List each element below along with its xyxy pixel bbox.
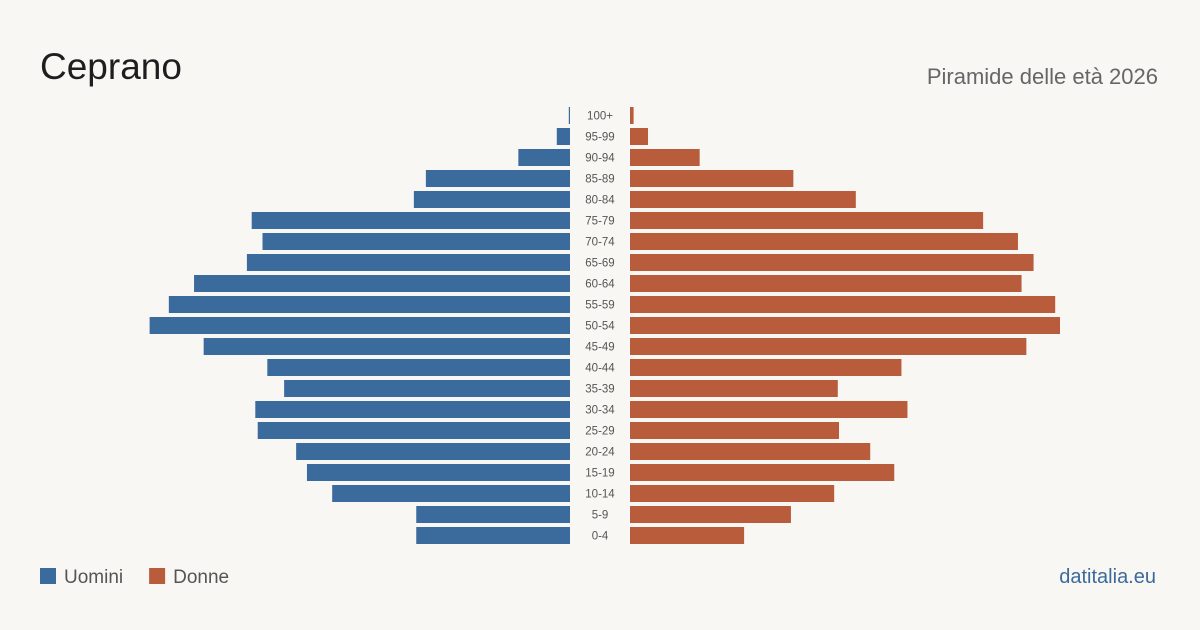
bar <box>251 212 570 229</box>
age-label: 40-44 <box>585 363 615 375</box>
bar <box>630 527 745 544</box>
bar <box>630 212 984 229</box>
legend-label: Donne <box>173 567 229 588</box>
bar <box>194 275 570 292</box>
bar <box>630 443 871 460</box>
bar <box>262 233 570 250</box>
legend-label: Uomini <box>64 567 123 588</box>
bar <box>296 443 570 460</box>
bar <box>630 464 895 481</box>
bar <box>518 149 570 166</box>
bar <box>630 128 649 145</box>
bar <box>630 191 856 208</box>
bar <box>630 107 634 124</box>
age-label: 100+ <box>587 111 613 123</box>
bar <box>630 359 902 376</box>
age-label: 15-19 <box>585 468 614 480</box>
bar <box>630 233 1018 250</box>
bar <box>416 527 570 544</box>
bar <box>267 359 570 376</box>
bar <box>630 422 839 439</box>
age-label: 5-9 <box>592 510 609 522</box>
bar <box>630 485 835 502</box>
bar <box>425 170 570 187</box>
bar <box>168 296 570 313</box>
bar <box>149 317 570 334</box>
age-label: 75-79 <box>585 216 614 228</box>
bar <box>413 191 570 208</box>
age-label: 65-69 <box>585 258 614 270</box>
age-label: 80-84 <box>585 195 615 207</box>
age-label: 60-64 <box>585 279 615 291</box>
age-label: 25-29 <box>585 426 614 438</box>
bar <box>556 128 570 145</box>
legend-swatch <box>149 568 166 584</box>
bar <box>332 485 570 502</box>
bar <box>203 338 570 355</box>
bar <box>630 296 1056 313</box>
bar <box>416 506 570 523</box>
bar <box>630 506 791 523</box>
bar <box>630 380 838 397</box>
bar <box>568 107 570 124</box>
bar <box>630 149 700 166</box>
bar <box>306 464 570 481</box>
age-label: 50-54 <box>585 321 615 333</box>
bar <box>630 170 794 187</box>
chart-title: Ceprano <box>40 46 182 87</box>
bar <box>630 338 1027 355</box>
bar <box>630 401 908 418</box>
bar <box>255 401 571 418</box>
bar <box>257 422 570 439</box>
age-label: 20-24 <box>585 447 615 459</box>
age-label: 95-99 <box>585 132 614 144</box>
age-label: 85-89 <box>585 174 614 186</box>
age-label: 90-94 <box>585 153 615 165</box>
bar <box>284 380 570 397</box>
age-label: 0-4 <box>592 531 609 543</box>
age-label: 30-34 <box>585 405 615 417</box>
chart-subtitle: Piramide delle età 2026 <box>927 64 1158 89</box>
age-label: 35-39 <box>585 384 614 396</box>
age-label: 10-14 <box>585 489 615 501</box>
legend-swatch <box>40 568 56 584</box>
bar <box>630 254 1034 271</box>
age-label: 55-59 <box>585 300 614 312</box>
source: datitalia.eu <box>1059 566 1156 588</box>
age-label: 70-74 <box>585 237 615 249</box>
bar <box>630 275 1022 292</box>
bar <box>630 317 1060 334</box>
age-label: 45-49 <box>585 342 614 354</box>
bar <box>246 254 570 271</box>
